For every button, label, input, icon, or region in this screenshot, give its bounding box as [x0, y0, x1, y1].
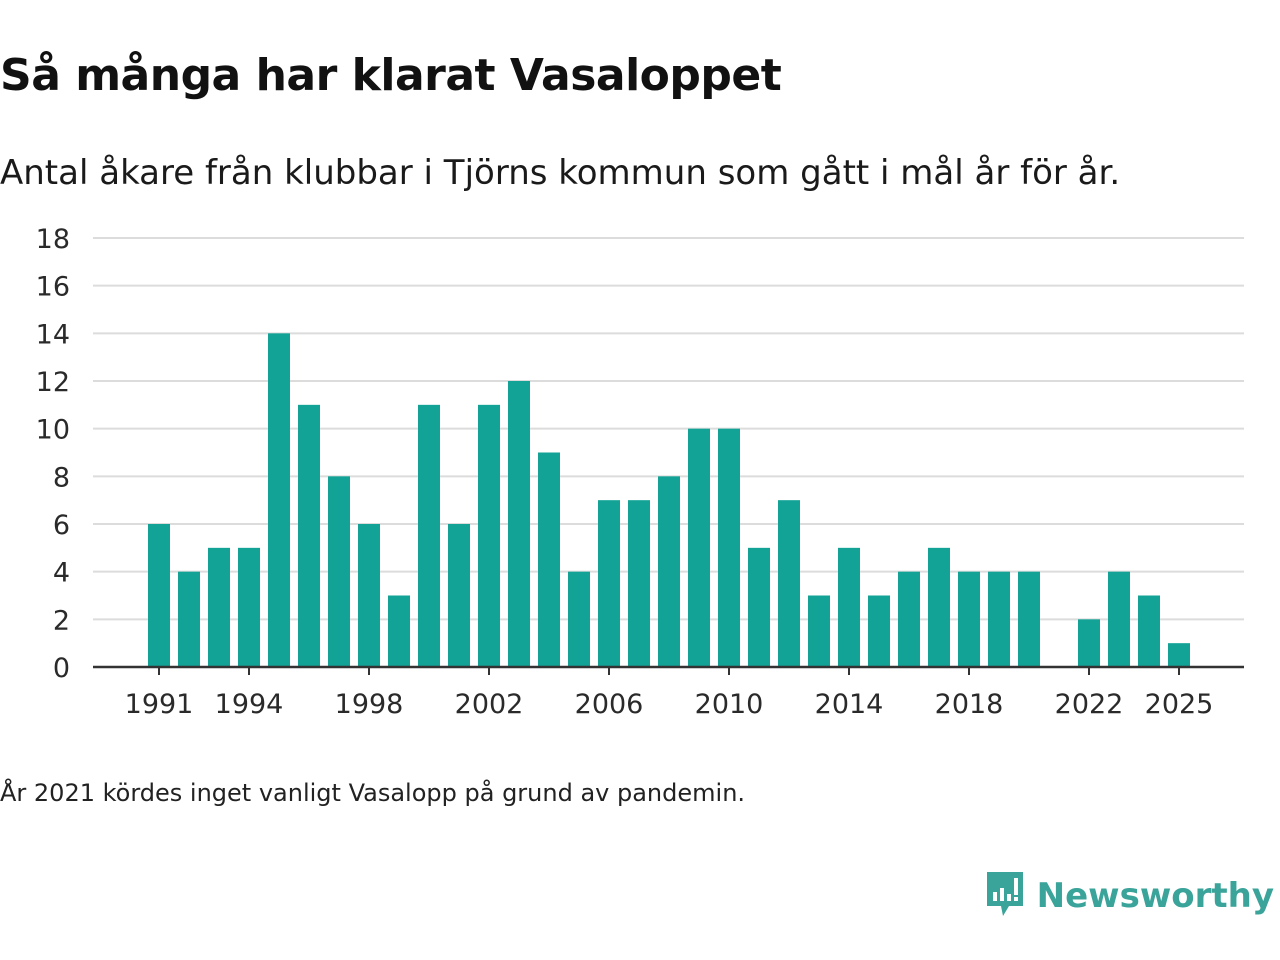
- chart-subtitle: Antal åkare från klubbar i Tjörns kommun…: [0, 153, 1121, 193]
- y-tick-label: 8: [53, 462, 70, 493]
- bar-2007[interactable]: [628, 500, 650, 667]
- x-tick-label: 2002: [455, 689, 524, 720]
- footnote: År 2021 kördes inget vanligt Vasalopp på…: [0, 779, 746, 807]
- bar-chart: 0 2 4 6 8 10 12 14 16 18 1991 1994 1998 2002 2006 2010…: [36, 224, 1244, 720]
- y-tick-label: 2: [53, 605, 70, 636]
- y-tick-label: 16: [36, 272, 70, 303]
- bar-2019[interactable]: [988, 571, 1010, 667]
- x-tick-label: 2010: [695, 689, 764, 720]
- bar-1998[interactable]: [358, 524, 380, 667]
- bar-2014[interactable]: [838, 547, 860, 667]
- bar-2017[interactable]: [928, 547, 950, 667]
- bar-1993[interactable]: [208, 547, 230, 667]
- bar-2006[interactable]: [598, 500, 620, 667]
- bar-1999[interactable]: [388, 595, 410, 668]
- bar-2016[interactable]: [898, 571, 920, 667]
- bar-2008[interactable]: [658, 476, 680, 667]
- x-tick-label: 2018: [935, 689, 1004, 720]
- bar-2023[interactable]: [1108, 571, 1130, 667]
- bar-2003[interactable]: [508, 381, 530, 667]
- bar-2001[interactable]: [448, 524, 470, 667]
- bar-1992[interactable]: [178, 571, 200, 667]
- bar-2024[interactable]: [1138, 595, 1160, 668]
- bar-2015[interactable]: [868, 595, 890, 668]
- x-tick-label: 2006: [575, 689, 644, 720]
- bar-1997[interactable]: [328, 476, 350, 667]
- bar-2011[interactable]: [748, 547, 770, 667]
- y-tick-label: 12: [36, 367, 70, 398]
- bar-2009[interactable]: [688, 428, 710, 667]
- bar-2020[interactable]: [1018, 571, 1040, 667]
- bar-2018[interactable]: [958, 571, 980, 667]
- brand-name: Newsworthy: [1036, 876, 1274, 916]
- bar-2005[interactable]: [568, 571, 590, 667]
- x-tick-label: 2022: [1055, 689, 1124, 720]
- y-tick-label: 18: [36, 224, 70, 255]
- bar-1994[interactable]: [238, 547, 260, 667]
- y-tick-label: 14: [36, 319, 70, 350]
- bar-1996[interactable]: [298, 404, 320, 667]
- x-tick-label: 1994: [215, 689, 284, 720]
- brand-logo[interactable]: Newsworthy: [985, 870, 1274, 922]
- bar-series: [148, 333, 1190, 667]
- y-tick-label: 0: [53, 653, 70, 684]
- y-tick-label: 4: [53, 558, 70, 589]
- bar-2013[interactable]: [808, 595, 830, 668]
- bar-2002[interactable]: [478, 404, 500, 667]
- y-tick-label: 6: [53, 510, 70, 541]
- y-axis: 0 2 4 6 8 10 12 14 16 18: [36, 224, 70, 684]
- chart-title: Så många har klarat Vasaloppet: [0, 50, 782, 101]
- x-tick-label: 2014: [815, 689, 884, 720]
- x-tick-label: 2025: [1145, 689, 1214, 720]
- bar-2000[interactable]: [418, 404, 440, 667]
- x-tick-label: 1998: [335, 689, 404, 720]
- x-tick-label: 1991: [125, 689, 194, 720]
- bar-2004[interactable]: [538, 452, 560, 668]
- bar-2010[interactable]: [718, 428, 740, 667]
- newsworthy-logo-icon: [985, 870, 1025, 922]
- bar-2022[interactable]: [1078, 619, 1100, 667]
- y-tick-label: 10: [36, 415, 70, 446]
- bar-1991[interactable]: [148, 524, 170, 667]
- bar-1995[interactable]: [268, 333, 290, 667]
- x-axis: 1991 1994 1998 2002 2006 2010 2014 2018 2022 2025: [125, 667, 1214, 720]
- bar-2012[interactable]: [778, 500, 800, 667]
- bar-2025[interactable]: [1168, 643, 1190, 667]
